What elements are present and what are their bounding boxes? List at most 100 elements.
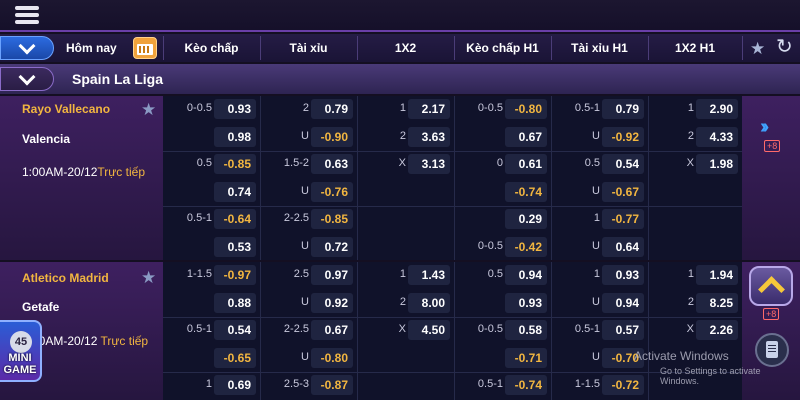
mini-game-label[interactable]: MINI GAME	[3, 352, 37, 376]
odds-cell-handicap[interactable]: 0.53	[163, 236, 260, 258]
odds-cell-handicap-h1[interactable]: -0.74	[454, 181, 551, 203]
odds-value[interactable]: -0.42	[505, 236, 547, 257]
odds-cell-1x2[interactable]: 2 3.63	[357, 126, 454, 148]
odds-value[interactable]: -0.74	[505, 375, 547, 395]
odds-cell-1x2[interactable]: X 4.50	[357, 319, 454, 341]
odds-value[interactable]: 0.29	[505, 209, 547, 229]
odds-value[interactable]: 2.17	[408, 99, 450, 119]
odds-value[interactable]: -0.77	[602, 209, 644, 229]
odds-cell-over-under[interactable]: 2-2.5 0.67	[260, 319, 357, 341]
odds-cell-handicap-h1[interactable]: 0 0.61	[454, 153, 551, 175]
odds-value[interactable]: -0.72	[602, 375, 644, 395]
odds-value[interactable]: 2.90	[696, 99, 738, 119]
odds-value[interactable]: -0.90	[311, 126, 353, 147]
star-icon[interactable]: ★	[141, 100, 157, 119]
odds-cell-over-under-h1[interactable]: 1 -0.77	[551, 208, 648, 230]
odds-value[interactable]: -0.70	[602, 347, 644, 368]
odds-value[interactable]: 0.79	[602, 99, 644, 119]
odds-value[interactable]: 0.63	[311, 154, 353, 174]
odds-value[interactable]: 8.25	[696, 292, 738, 313]
league-row[interactable]: Spain La Liga	[0, 64, 800, 94]
odds-value[interactable]: 3.63	[408, 126, 450, 147]
odds-value[interactable]: 1.43	[408, 265, 450, 285]
odds-cell-handicap-h1[interactable]: 0.5 0.94	[454, 264, 551, 286]
odds-cell-handicap-h1[interactable]: 0.67	[454, 126, 551, 148]
odds-cell-1x2-h1[interactable]: 1 1.94	[648, 264, 742, 286]
odds-value[interactable]: 0.97	[311, 265, 353, 285]
odds-cell-1x2[interactable]: 1 1.43	[357, 264, 454, 286]
odds-value[interactable]: 0.54	[602, 154, 644, 174]
odds-cell-handicap-h1[interactable]: 0-0.5 -0.80	[454, 98, 551, 120]
odds-value[interactable]: 3.13	[408, 154, 450, 174]
odds-value[interactable]: 1.94	[696, 265, 738, 285]
odds-cell-handicap[interactable]: 0.5-1 0.54	[163, 319, 260, 341]
odds-value[interactable]: 0.79	[311, 99, 353, 119]
odds-cell-over-under-h1[interactable]: U 0.94	[551, 292, 648, 314]
odds-cell-over-under[interactable]: 2.5 0.97	[260, 264, 357, 286]
odds-value[interactable]: 0.64	[602, 236, 644, 257]
odds-value[interactable]: 0.67	[311, 320, 353, 340]
odds-value[interactable]: 4.33	[696, 126, 738, 147]
odds-cell-over-under-h1[interactable]: 0.5 0.54	[551, 153, 648, 175]
odds-cell-handicap[interactable]: 0.5 -0.85	[163, 153, 260, 175]
odds-cell-handicap[interactable]: 0.74	[163, 181, 260, 203]
odds-value[interactable]: 0.72	[311, 236, 353, 257]
calendar-icon[interactable]	[133, 37, 157, 59]
star-icon[interactable]: ★	[141, 268, 157, 287]
odds-value[interactable]: 0.53	[214, 236, 256, 257]
odds-value[interactable]: 0.92	[311, 292, 353, 313]
odds-value[interactable]: -0.85	[214, 154, 256, 174]
odds-cell-1x2-h1[interactable]: 1 2.90	[648, 98, 742, 120]
document-icon[interactable]	[755, 333, 789, 367]
odds-value[interactable]: 0.93	[214, 99, 256, 119]
odds-cell-handicap-h1[interactable]: -0.71	[454, 347, 551, 369]
odds-cell-handicap[interactable]: 1-1.5 -0.97	[163, 264, 260, 286]
odds-cell-over-under[interactable]: U -0.80	[260, 347, 357, 369]
odds-value[interactable]: -0.80	[311, 347, 353, 368]
odds-value[interactable]: -0.74	[505, 181, 547, 202]
odds-value[interactable]: 0.69	[214, 375, 256, 395]
refresh-icon[interactable]: ↻	[776, 36, 793, 58]
odds-cell-over-under-h1[interactable]: U -0.70	[551, 347, 648, 369]
odds-value[interactable]: -0.87	[311, 375, 353, 395]
odds-value[interactable]: 0.98	[214, 126, 256, 147]
odds-value[interactable]: -0.67	[602, 181, 644, 202]
odds-cell-over-under-h1[interactable]: 0.5-1 0.79	[551, 98, 648, 120]
odds-cell-1x2-h1[interactable]: X 2.26	[648, 319, 742, 341]
odds-cell-over-under-h1[interactable]: 1 0.93	[551, 264, 648, 286]
odds-cell-1x2[interactable]: 2 8.00	[357, 292, 454, 314]
odds-cell-over-under[interactable]: U -0.76	[260, 181, 357, 203]
odds-value[interactable]: 2.26	[696, 320, 738, 340]
odds-cell-over-under-h1[interactable]: U -0.67	[551, 181, 648, 203]
star-icon[interactable]: ★	[750, 39, 766, 58]
odds-value[interactable]: 0.74	[214, 181, 256, 202]
odds-cell-over-under[interactable]: U -0.90	[260, 126, 357, 148]
odds-cell-over-under[interactable]: 2 0.79	[260, 98, 357, 120]
odds-value[interactable]: 0.93	[505, 292, 547, 313]
odds-cell-handicap[interactable]: 0.88	[163, 292, 260, 314]
odds-cell-over-under-h1[interactable]: 1-1.5 -0.72	[551, 374, 648, 396]
odds-cell-handicap-h1[interactable]: 0.93	[454, 292, 551, 314]
odds-cell-over-under[interactable]: 1.5-2 0.63	[260, 153, 357, 175]
hamburger-menu-icon[interactable]	[14, 4, 40, 26]
odds-cell-over-under[interactable]: U 0.72	[260, 236, 357, 258]
odds-cell-handicap[interactable]: 0.98	[163, 126, 260, 148]
odds-cell-handicap-h1[interactable]: 0-0.5 0.58	[454, 319, 551, 341]
odds-cell-1x2[interactable]: X 3.13	[357, 153, 454, 175]
odds-value[interactable]: 0.94	[602, 292, 644, 313]
odds-cell-handicap[interactable]: 0-0.5 0.93	[163, 98, 260, 120]
odds-value[interactable]: 1.98	[696, 154, 738, 174]
odds-value[interactable]: 0.88	[214, 292, 256, 313]
odds-cell-handicap[interactable]: 0.5-1 -0.64	[163, 208, 260, 230]
more-bets-count[interactable]: +8	[763, 308, 780, 320]
odds-value[interactable]: 0.57	[602, 320, 644, 340]
odds-value[interactable]: -0.76	[311, 181, 353, 202]
double-chevron-right-icon[interactable]: ››	[760, 116, 770, 138]
odds-value[interactable]: -0.71	[505, 347, 547, 368]
odds-value[interactable]: 8.00	[408, 292, 450, 313]
chevron-up-icon[interactable]	[749, 266, 793, 306]
more-bets-count[interactable]: +8	[764, 140, 781, 152]
odds-value[interactable]: -0.92	[602, 126, 644, 147]
odds-cell-handicap[interactable]: 1 0.69	[163, 374, 260, 396]
odds-cell-1x2[interactable]: 1 2.17	[357, 98, 454, 120]
